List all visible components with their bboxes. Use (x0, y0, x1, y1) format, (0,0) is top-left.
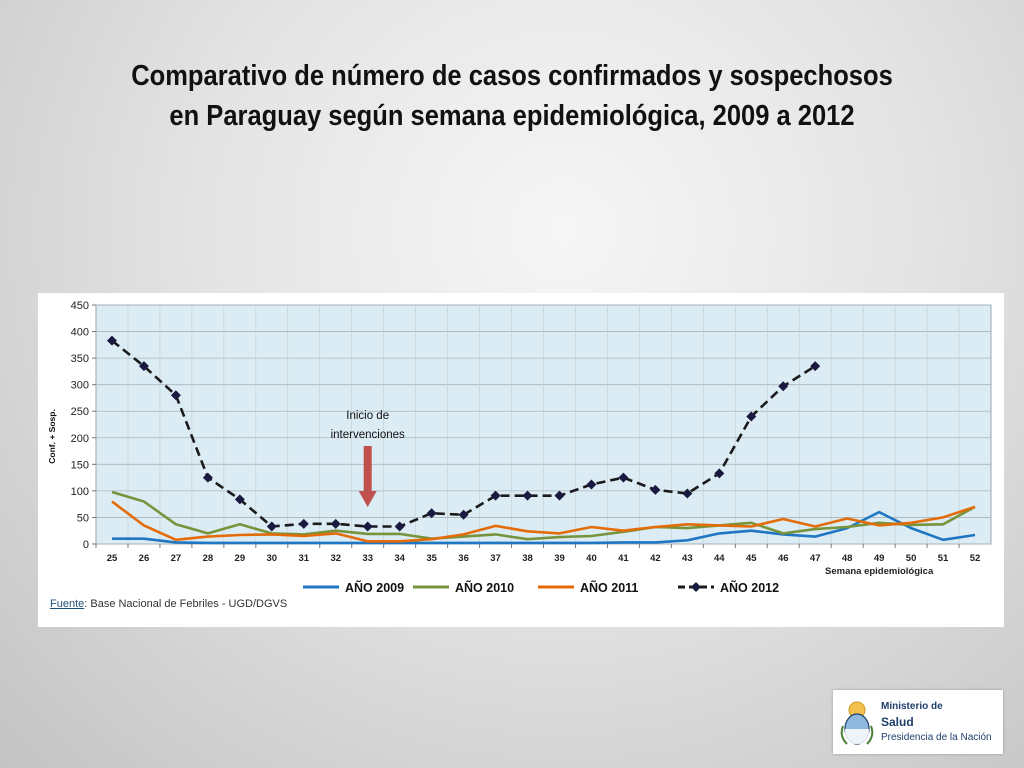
ministry-logo: Ministerio de Salud Presidencia de la Na… (833, 690, 1003, 754)
x-tick-label: 25 (107, 553, 118, 564)
x-tick-label: 31 (298, 553, 309, 564)
x-tick-label: 29 (235, 553, 246, 564)
y-tick-label: 450 (71, 300, 89, 312)
data-point (810, 361, 821, 372)
x-tick-label: 35 (426, 553, 437, 564)
x-tick-label: 32 (330, 553, 341, 564)
y-tick-label: 350 (71, 353, 89, 365)
x-tick-label: 26 (139, 553, 150, 564)
chart-panel: 0 50 100 150 200 250 300 350 400 450 25 26 27 28 29 30 3… (38, 293, 1004, 627)
series-line-a-o-2010 (111, 490, 976, 541)
data-point (522, 490, 533, 501)
y-tick-label: 300 (71, 380, 89, 392)
logo-line2: Salud (881, 715, 914, 729)
x-tick-label: 52 (970, 553, 981, 564)
data-point (138, 361, 149, 372)
data-point (170, 390, 181, 401)
x-tick-label: 45 (746, 553, 757, 564)
series-line-a-o-2011 (111, 500, 976, 543)
x-tick-label: 28 (203, 553, 214, 564)
y-tick-label: 200 (71, 433, 89, 445)
data-point (490, 490, 501, 501)
data-point (106, 335, 117, 346)
data-point (650, 484, 661, 495)
legend-label: AÑO 2011 (580, 580, 638, 595)
data-point (778, 381, 789, 392)
data-point (362, 521, 373, 532)
y-tick-label: 50 (77, 512, 89, 524)
y-tick-label: 0 (83, 539, 89, 551)
annotation-text-line2: intervenciones (331, 429, 405, 441)
y-tick-label: 150 (71, 459, 89, 471)
x-tick-label: 40 (586, 553, 597, 564)
x-tick-label: 47 (810, 553, 821, 564)
data-point (586, 479, 597, 490)
data-point (682, 488, 693, 499)
y-axis-label: Conf. + Sosp. (47, 409, 57, 464)
annotation-text-line1: Inicio de (346, 410, 389, 422)
data-point (234, 494, 245, 505)
legend-label: AÑO 2012 (720, 580, 779, 595)
x-tick-label: 30 (267, 553, 278, 564)
y-tick-label: 400 (71, 327, 89, 339)
x-tick-label: 39 (554, 553, 565, 564)
data-point (298, 518, 309, 529)
series-line-a-o-2009 (112, 510, 976, 545)
annotation-arrow-head (358, 491, 377, 507)
line-chart: 0 50 100 150 200 250 300 350 400 450 25 26 27 28 29 30 3… (47, 300, 992, 595)
coat-of-arms-icon (840, 701, 874, 745)
data-point (554, 490, 565, 501)
x-tick-label: 42 (650, 553, 661, 564)
x-tick-label: 48 (842, 553, 853, 564)
legend-label: AÑO 2009 (345, 580, 404, 595)
source-text: : Base Nacional de Febriles - UGD/DGVS (84, 598, 288, 610)
x-tick-label: 50 (906, 553, 917, 564)
data-point (394, 521, 405, 532)
slide-title-line2: en Paraguay según semana epidemiológica,… (169, 100, 855, 132)
series-line-a-o-2012 (111, 339, 816, 528)
data-point (458, 509, 469, 520)
source-label: Fuente (50, 598, 85, 610)
data-point (266, 521, 277, 532)
x-tick-label: 46 (778, 553, 789, 564)
x-tick-label: 41 (618, 553, 629, 564)
data-point (746, 411, 757, 422)
slide-title-line1: Comparativo de número de casos confirmad… (131, 60, 893, 92)
y-tick-label: 100 (71, 486, 89, 498)
logo-line1: Ministerio de (881, 701, 943, 712)
x-tick-label: 33 (362, 553, 373, 564)
source-note: Fuente: Base Nacional de Febriles - UGD/… (50, 598, 287, 610)
x-tick-label: 36 (458, 553, 469, 564)
annotation-arrow-shaft (363, 446, 372, 491)
x-tick-label: 43 (682, 553, 693, 564)
data-point (714, 468, 725, 479)
x-tick-label: 51 (938, 553, 949, 564)
legend-label: AÑO 2010 (455, 580, 514, 595)
data-point (330, 518, 341, 529)
y-tick-label: 250 (71, 406, 89, 418)
x-tick-label: 49 (874, 553, 885, 564)
data-point (618, 472, 629, 483)
x-tick-label: 34 (394, 553, 405, 564)
legend-marker (691, 582, 701, 592)
data-point (426, 508, 437, 519)
x-tick-label: 44 (714, 553, 725, 564)
x-tick-label: 27 (171, 553, 182, 564)
data-point (202, 472, 213, 483)
logo-line3: Presidencia de la Nación (881, 732, 992, 743)
x-tick-label: 37 (490, 553, 501, 564)
slide-title: Comparativo de número de casos confirmad… (61, 56, 962, 136)
x-axis-label: Semana epidemiológica (825, 566, 934, 577)
x-tick-label: 38 (522, 553, 533, 564)
